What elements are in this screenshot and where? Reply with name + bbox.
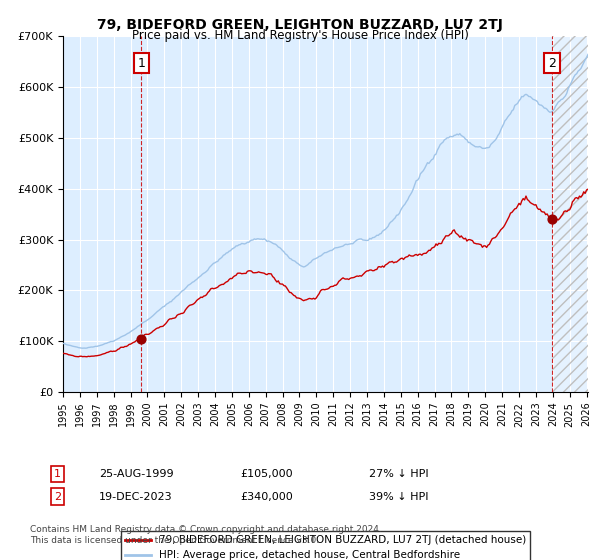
Text: 25-AUG-1999: 25-AUG-1999	[99, 469, 173, 479]
Text: £105,000: £105,000	[240, 469, 293, 479]
Point	[547, 215, 557, 224]
Text: Price paid vs. HM Land Registry's House Price Index (HPI): Price paid vs. HM Land Registry's House …	[131, 29, 469, 42]
Text: 79, BIDEFORD GREEN, LEIGHTON BUZZARD, LU7 2TJ: 79, BIDEFORD GREEN, LEIGHTON BUZZARD, LU…	[97, 18, 503, 32]
Bar	[552, 36, 588, 392]
Legend: 79, BIDEFORD GREEN, LEIGHTON BUZZARD, LU7 2TJ (detached house), HPI: Average pri: 79, BIDEFORD GREEN, LEIGHTON BUZZARD, LU…	[121, 531, 530, 560]
Text: 2: 2	[54, 492, 61, 502]
Text: 39% ↓ HPI: 39% ↓ HPI	[369, 492, 428, 502]
Point	[137, 334, 146, 343]
Text: 19-DEC-2023: 19-DEC-2023	[99, 492, 173, 502]
Text: 2: 2	[548, 57, 556, 69]
Bar	[552, 36, 588, 392]
Text: 27% ↓ HPI: 27% ↓ HPI	[369, 469, 428, 479]
Text: 1: 1	[137, 57, 145, 69]
Text: £340,000: £340,000	[240, 492, 293, 502]
Text: 1: 1	[54, 469, 61, 479]
Text: Contains HM Land Registry data © Crown copyright and database right 2024.
This d: Contains HM Land Registry data © Crown c…	[30, 525, 382, 545]
